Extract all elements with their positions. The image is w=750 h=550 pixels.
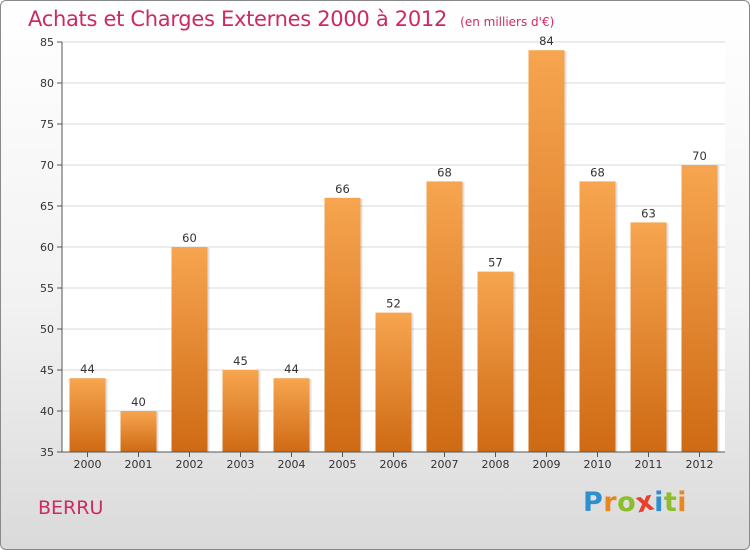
bar-2006: [375, 312, 412, 452]
bar-2001: [120, 411, 157, 452]
data-label-2002: 60: [182, 231, 197, 245]
chart-subtitle: (en milliers d'€): [460, 15, 555, 29]
data-label-2010: 68: [590, 165, 605, 179]
x-tick-label-2010: 2010: [584, 458, 612, 471]
y-tick-label: 50: [40, 323, 54, 336]
bar-2008: [477, 271, 514, 452]
x-tick-label-2007: 2007: [431, 458, 459, 471]
data-label-2006: 52: [386, 297, 401, 311]
x-tick-label-2011: 2011: [635, 458, 663, 471]
chart-title: Achats et Charges Externes 2000 à 2012: [28, 7, 448, 31]
logo-letter: r: [603, 487, 618, 518]
y-tick-label: 45: [40, 364, 54, 377]
data-label-2005: 66: [335, 182, 350, 196]
x-tick-label-2006: 2006: [380, 458, 408, 471]
bar-2007: [426, 181, 463, 452]
bar-2003: [222, 370, 259, 452]
data-label-2003: 45: [233, 354, 248, 368]
x-tick-label-2009: 2009: [533, 458, 561, 471]
logo-letter: i: [677, 487, 688, 518]
x-tick-label-2008: 2008: [482, 458, 510, 471]
x-tick-label-2005: 2005: [329, 458, 357, 471]
bar-2004: [273, 378, 310, 452]
x-tick-label-2002: 2002: [176, 458, 204, 471]
x-tick-label-2012: 2012: [686, 458, 714, 471]
y-tick-label: 35: [40, 446, 54, 459]
y-tick-label: 80: [40, 77, 54, 90]
bar-2009: [528, 50, 565, 452]
title-block: Achats et Charges Externes 2000 à 2012 (…: [28, 7, 554, 31]
x-tick-label-2001: 2001: [125, 458, 153, 471]
data-label-2008: 57: [488, 256, 503, 270]
y-tick-label: 75: [40, 118, 54, 131]
data-label-2011: 63: [641, 206, 656, 220]
y-tick-label: 70: [40, 159, 54, 172]
data-label-2000: 44: [80, 362, 95, 376]
bar-2011: [630, 222, 667, 452]
data-label-2001: 40: [131, 395, 146, 409]
bar-2005: [324, 197, 361, 452]
y-tick-label: 40: [40, 405, 54, 418]
logo-letter: P: [583, 487, 604, 518]
data-label-2012: 70: [692, 149, 707, 163]
data-label-2004: 44: [284, 362, 299, 376]
y-tick-label: 60: [40, 241, 54, 254]
y-tick-label: 55: [40, 282, 54, 295]
logo-letter: t: [663, 487, 678, 518]
y-tick-label: 85: [40, 36, 54, 49]
logo-letter: o: [617, 487, 637, 518]
data-label-2007: 68: [437, 165, 452, 179]
y-tick-label: 65: [40, 200, 54, 213]
data-label-2009: 84: [539, 34, 554, 48]
x-tick-label-2000: 2000: [74, 458, 102, 471]
commune-name: BERRU: [38, 497, 104, 519]
axes: 35 40 45 50 55 60 65 70 75 80 85 2000 2001 2002 2003 20…: [40, 36, 725, 471]
bar-2010: [579, 181, 616, 452]
x-tick-label-2003: 2003: [227, 458, 255, 471]
bars: 44 40 60 45 44 66 52 68 57 84 68 63 70: [69, 34, 720, 452]
x-tick-label-2004: 2004: [278, 458, 306, 471]
bar-2012: [681, 165, 718, 452]
bar-2002: [171, 247, 208, 452]
logo-letter: i: [654, 487, 664, 518]
bar-2000: [69, 378, 106, 452]
proxiti-logo[interactable]: Proxiti: [583, 485, 688, 519]
